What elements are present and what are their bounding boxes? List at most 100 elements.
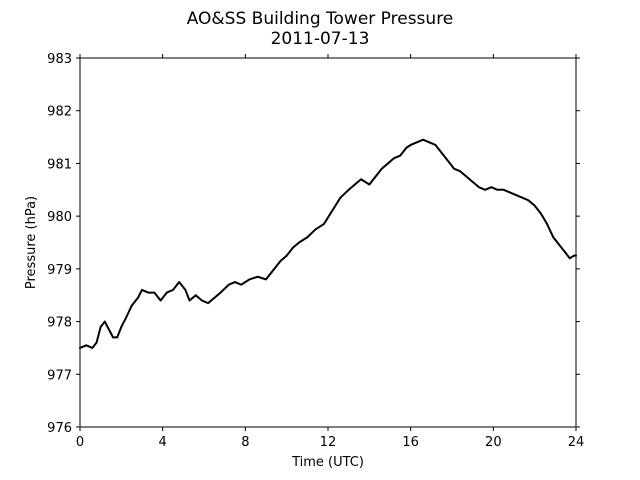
pressure-data-point bbox=[219, 291, 222, 294]
pressure-data-point bbox=[99, 326, 102, 328]
pressure-data-point bbox=[207, 302, 209, 304]
pressure-data-point bbox=[387, 162, 389, 165]
pressure-data-point bbox=[153, 291, 156, 294]
pressure-data-point bbox=[471, 181, 474, 183]
pressure-data-point bbox=[405, 146, 408, 149]
pressure-data-point bbox=[91, 347, 94, 349]
pressure-data-point bbox=[521, 196, 524, 199]
x-tick-label: 12 bbox=[320, 435, 337, 450]
pressure-data-point bbox=[172, 289, 174, 291]
pressure-data-point bbox=[440, 152, 443, 154]
pressure-data-point bbox=[116, 336, 118, 339]
x-tick-label: 4 bbox=[159, 435, 167, 450]
pressure-data-point bbox=[546, 223, 548, 225]
pressure-data-point bbox=[552, 236, 555, 239]
pressure-data-point bbox=[459, 170, 462, 173]
x-tick-label: 16 bbox=[402, 435, 419, 450]
pressure-data-point bbox=[298, 241, 300, 244]
y-axis-label: Pressure (hPa) bbox=[24, 196, 39, 289]
y-tick-label: 982 bbox=[47, 105, 72, 120]
chart-subtitle: 2011-07-13 bbox=[271, 29, 370, 49]
pressure-data-point bbox=[360, 178, 362, 181]
pressure-data-point bbox=[314, 228, 317, 231]
pressure-data-point bbox=[465, 175, 468, 178]
pressure-data-point bbox=[331, 210, 333, 212]
pressure-data-point bbox=[347, 188, 350, 191]
y-tick-label: 976 bbox=[47, 421, 72, 436]
pressure-data-point bbox=[108, 328, 110, 331]
pressure-data-point bbox=[178, 281, 180, 283]
pressure-data-point bbox=[484, 188, 486, 191]
pressure-data-point bbox=[573, 254, 575, 257]
plot-frame bbox=[79, 57, 577, 428]
pressure-data-point bbox=[248, 278, 251, 281]
pressure-data-point bbox=[478, 186, 480, 188]
pressure-series-line bbox=[79, 138, 577, 349]
pressure-data-point bbox=[120, 326, 123, 328]
pressure-data-point bbox=[159, 299, 162, 302]
pressure-data-point bbox=[147, 291, 149, 294]
y-tick-label: 978 bbox=[47, 316, 72, 331]
pressure-data-point bbox=[527, 199, 530, 202]
pressure-data-point bbox=[292, 246, 294, 249]
pressure-data-point bbox=[515, 194, 517, 196]
pressure-data-point bbox=[256, 275, 259, 278]
pressure-data-point bbox=[228, 283, 230, 286]
pressure-data-point bbox=[201, 299, 203, 302]
pressure-data-point bbox=[399, 154, 402, 157]
y-tick-label: 981 bbox=[47, 157, 72, 172]
pressure-data-point bbox=[137, 297, 139, 299]
pressure-data-point bbox=[393, 157, 395, 159]
x-tick-label: 8 bbox=[241, 435, 249, 450]
series-layer bbox=[79, 138, 577, 349]
pressure-data-point bbox=[509, 191, 511, 194]
chart-title: AO&SS Building Tower Pressure bbox=[187, 9, 454, 29]
pressure-data-point bbox=[428, 141, 431, 144]
pressure-data-point bbox=[279, 260, 282, 262]
pressure-data-point bbox=[490, 186, 493, 188]
pressure-data-point bbox=[166, 291, 168, 294]
pressure-data-point bbox=[188, 299, 191, 302]
pressure-data-point bbox=[533, 204, 536, 207]
pressure-data-point bbox=[306, 236, 309, 239]
pressure-data-point bbox=[240, 283, 242, 286]
pressure-data-point bbox=[422, 138, 424, 141]
pressure-data-point bbox=[453, 167, 455, 170]
pressure-data-point bbox=[104, 320, 106, 323]
y-tick-label: 977 bbox=[47, 368, 72, 383]
pressure-data-point bbox=[496, 188, 499, 191]
pressure-data-point bbox=[447, 159, 449, 162]
pressure-data-point bbox=[194, 294, 197, 297]
pressure-data-point bbox=[434, 144, 437, 146]
pressure-data-point bbox=[273, 268, 276, 270]
x-tick-label: 24 bbox=[568, 435, 585, 450]
pressure-data-point bbox=[409, 144, 412, 146]
pressure-data-point bbox=[502, 188, 505, 191]
pressure-data-point bbox=[265, 278, 267, 281]
pressure-data-point bbox=[339, 196, 342, 199]
pressure-data-point bbox=[112, 336, 114, 339]
pressure-data-point bbox=[380, 167, 383, 170]
x-axis-label: Time (UTC) bbox=[291, 455, 364, 470]
y-tick-label: 980 bbox=[47, 210, 72, 225]
y-tick-label: 979 bbox=[47, 263, 72, 278]
pressure-data-point bbox=[234, 281, 236, 283]
pressure-data-point bbox=[95, 341, 98, 344]
pressure-data-point bbox=[85, 344, 87, 347]
pressure-data-point bbox=[368, 183, 371, 186]
pressure-data-point bbox=[130, 304, 133, 307]
pressure-data-point bbox=[124, 318, 127, 320]
pressure-data-point bbox=[569, 257, 571, 260]
axis-ticks: 0 4 8 12 16 20 24 976 977 978 979 980 981 982 983 bbox=[47, 52, 584, 450]
pressure-data-point bbox=[141, 289, 143, 291]
pressure-data-point bbox=[564, 252, 567, 254]
pressure-data-point bbox=[416, 141, 418, 144]
pressure-data-point bbox=[558, 244, 561, 246]
pressure-data-point bbox=[354, 183, 356, 186]
pressure-data-point bbox=[184, 289, 187, 291]
pressure-data-point bbox=[374, 175, 377, 178]
y-tick-label: 983 bbox=[47, 52, 72, 67]
x-tick-label: 20 bbox=[485, 435, 502, 450]
pressure-data-point bbox=[540, 212, 542, 215]
